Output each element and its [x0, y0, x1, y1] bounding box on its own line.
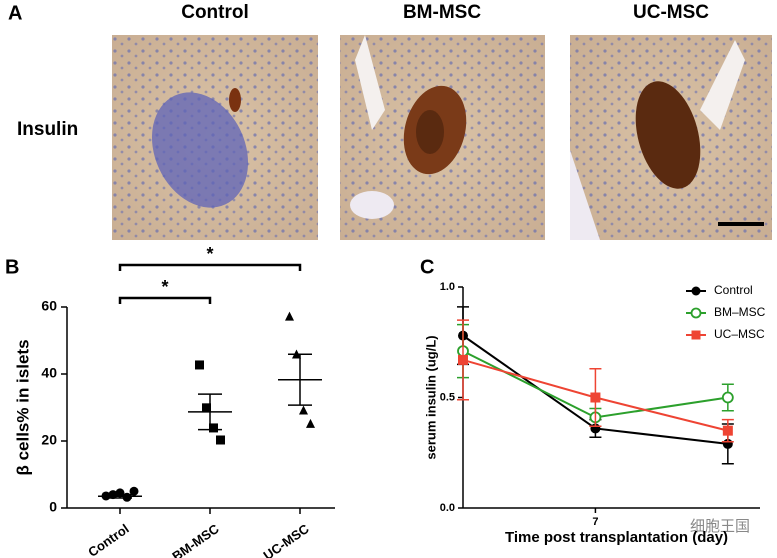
- x-axis-label: Time post transplantation (day): [505, 529, 728, 546]
- watermark: 细胞王国: [690, 518, 750, 535]
- legend-label: UC–MSC: [714, 327, 765, 341]
- panel-label: B: [5, 256, 19, 278]
- marker: [195, 360, 204, 370]
- significance-label: *: [206, 244, 213, 264]
- x-tick-label: UC-MSC: [260, 521, 312, 558]
- marker: [691, 330, 701, 340]
- marker: [209, 423, 218, 433]
- marker: [216, 435, 225, 445]
- error-bar: [108, 493, 132, 499]
- micrograph: [570, 35, 772, 240]
- legend-label: BM–MSC: [714, 305, 766, 319]
- significance-bracket: [118, 263, 302, 271]
- marker: [306, 418, 315, 428]
- marker: [691, 286, 701, 296]
- x-tick-label: BM-MSC: [169, 521, 222, 558]
- marker: [202, 403, 211, 413]
- column-title: UC-MSC: [633, 2, 709, 23]
- marker: [458, 354, 468, 365]
- y-tick-label: 1.0: [440, 281, 455, 293]
- marker: [722, 425, 733, 436]
- x-tick-label: 7: [592, 516, 598, 528]
- row-label: Insulin: [17, 119, 78, 140]
- micrograph: [112, 35, 318, 240]
- x-tick-label: Control: [85, 521, 131, 558]
- legend-label: Control: [714, 283, 753, 297]
- micrograph: [340, 35, 545, 240]
- marker: [590, 392, 601, 403]
- y-axis-label: β cells% in islets: [13, 339, 32, 475]
- marker: [690, 307, 702, 319]
- y-tick-label: 60: [41, 298, 57, 314]
- y-tick-label: 20: [41, 432, 57, 448]
- y-axis-label: serum insulin (ug/L): [423, 335, 438, 459]
- marker: [299, 405, 308, 415]
- column-title: BM-MSC: [403, 2, 481, 23]
- error-bar: [288, 353, 312, 406]
- y-tick-label: 0: [49, 499, 57, 515]
- column-title: Control: [181, 2, 249, 23]
- significance-bracket: [118, 296, 212, 304]
- error-bar: [198, 393, 222, 431]
- y-tick-label: 0.0: [440, 502, 455, 514]
- marker: [129, 486, 139, 496]
- marker: [721, 391, 734, 404]
- marker: [285, 311, 294, 321]
- y-tick-label: 40: [41, 365, 57, 381]
- panel-label: A: [8, 2, 22, 24]
- significance-label: *: [161, 277, 168, 297]
- panel-label: C: [420, 256, 434, 278]
- y-tick-label: 0.5: [440, 391, 455, 403]
